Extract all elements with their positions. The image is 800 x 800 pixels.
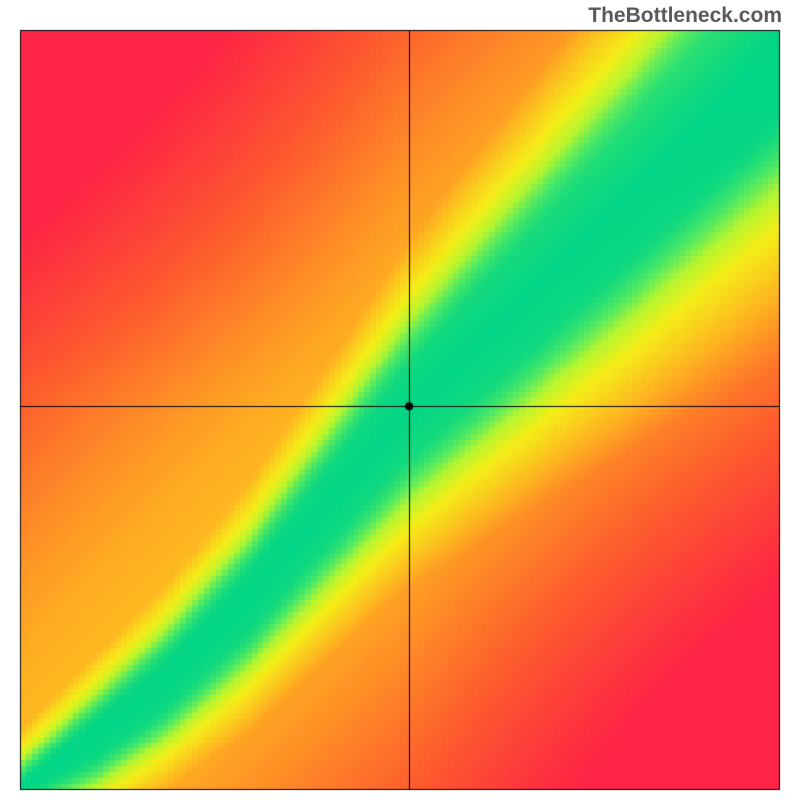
heatmap-canvas xyxy=(0,0,800,800)
watermark-text: TheBottleneck.com xyxy=(588,4,782,28)
chart-container: TheBottleneck.com xyxy=(0,0,800,800)
